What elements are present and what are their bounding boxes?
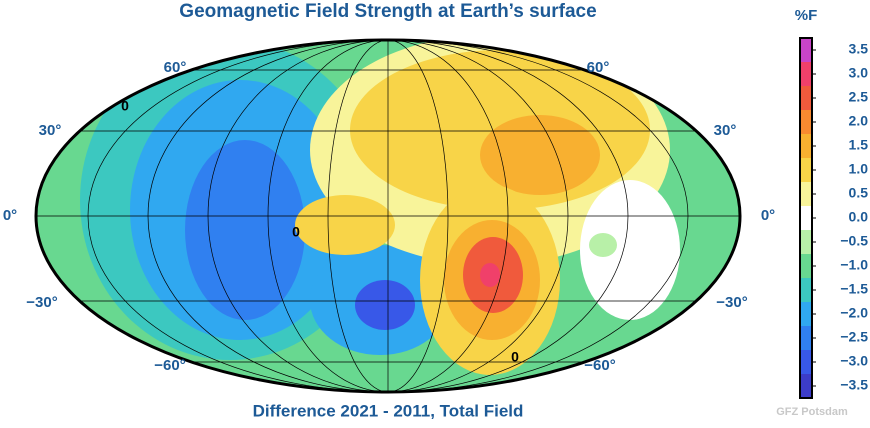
subtitle: Difference 2021 - 2011, Total Field <box>253 401 524 420</box>
colorbar-label: %F <box>795 7 818 24</box>
colorbar-band <box>800 230 812 254</box>
title: Geomagnetic Field Strength at Earth’s su… <box>179 1 596 22</box>
contour-label: 0 <box>121 98 129 114</box>
contour-label: 0 <box>511 349 519 365</box>
latitude-label: 0° <box>3 207 17 224</box>
map-outline <box>34 38 742 394</box>
colorbar-band <box>800 158 812 182</box>
latitude-label: −60° <box>154 357 185 374</box>
colorbar-tick-label: 0.5 <box>849 185 869 201</box>
colorbar-tick-label: 1.0 <box>849 161 869 177</box>
colorbar-band <box>800 38 812 62</box>
latitude-label: 60° <box>164 59 187 76</box>
latitude-label: 60° <box>587 59 610 76</box>
colorbar-band <box>800 86 812 110</box>
colorbar-tick-label: −1.0 <box>840 257 868 273</box>
credit: GFZ Potsdam <box>776 406 848 418</box>
colorbar-tick-label: 3.0 <box>849 65 869 81</box>
colorbar-tick-label: −2.5 <box>840 329 868 345</box>
map-field <box>36 40 740 392</box>
colorbar-tick-label: −0.5 <box>840 233 868 249</box>
colorbar-band <box>800 350 812 374</box>
colorbar-band <box>800 206 812 230</box>
latitude-label: 30° <box>39 122 62 139</box>
colorbar-band <box>800 182 812 206</box>
colorbar-tick-label: −1.5 <box>840 281 868 297</box>
colorbar-tick-label: 1.5 <box>849 137 869 153</box>
colorbar-band <box>800 278 812 302</box>
colorbar-band <box>800 62 812 86</box>
colorbar-tick-label: −3.0 <box>840 353 868 369</box>
colorbar-tick-label: 3.5 <box>849 41 869 57</box>
colorbar-tick-label: 2.5 <box>849 89 869 105</box>
colorbar-tick-label: −2.0 <box>840 305 868 321</box>
colorbar-band <box>800 302 812 326</box>
colorbar-band <box>800 374 812 398</box>
colorbar-tick-label: 0.0 <box>849 209 869 225</box>
contour-label: 0 <box>292 224 300 240</box>
latitude-label: −30° <box>716 294 747 311</box>
colorbar-band <box>800 110 812 134</box>
latitude-label: 0° <box>761 207 775 224</box>
colorbar-band <box>800 254 812 278</box>
latitude-label: −60° <box>584 357 615 374</box>
colorbar-band <box>800 326 812 350</box>
colorbar-band <box>800 134 812 158</box>
colorbar-tick-label: −3.5 <box>840 377 868 393</box>
colorbar-frame <box>799 37 813 399</box>
latitude-label: 30° <box>714 122 737 139</box>
colorbar-tick-label: 2.0 <box>849 113 869 129</box>
latitude-label: −30° <box>26 294 57 311</box>
